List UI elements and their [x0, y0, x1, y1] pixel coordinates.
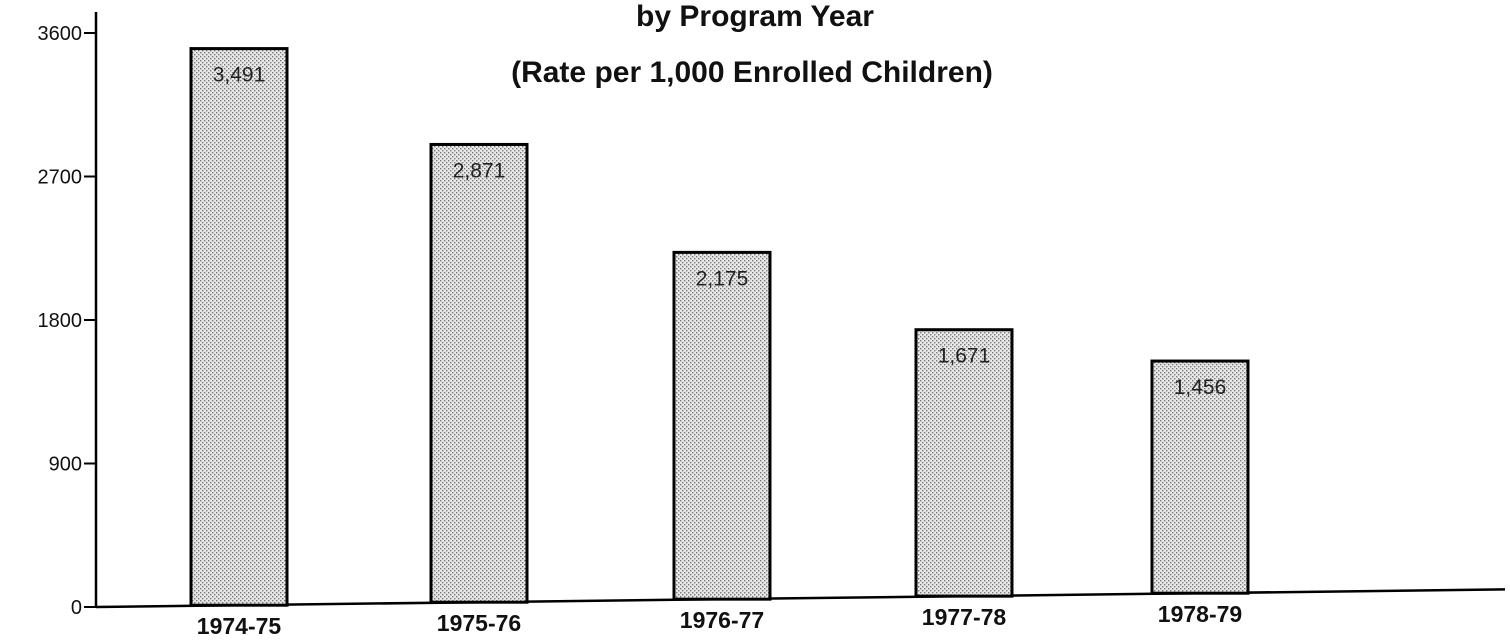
bar-1977-78: [914, 328, 1014, 598]
y-tick-label: 900: [49, 454, 82, 476]
bar-value-label: 2,175: [696, 267, 749, 290]
bar-value-label: 3,491: [213, 64, 266, 87]
bars: 3,491 1974-75 2,871 1975-76 2,175 1976-77 1,67…: [189, 47, 1250, 639]
x-category-label: 1978-79: [1158, 601, 1242, 627]
axes: 0 900 1800 2700 3600: [38, 12, 1506, 619]
x-category-label: 1975-76: [437, 610, 521, 636]
y-tick-label: 2700: [38, 167, 83, 189]
x-category-label: 1974-75: [197, 613, 282, 639]
x-axis-line: [95, 588, 1506, 609]
x-category-label: 1976-77: [680, 607, 764, 633]
bar-value-label: 2,871: [453, 159, 506, 182]
y-tick-label: 3600: [38, 23, 83, 45]
bar-1975-76: [429, 142, 529, 604]
bar-1976-77: [672, 250, 772, 601]
bar-1974-75: [189, 47, 289, 607]
x-category-label: 1977-78: [922, 604, 1007, 630]
y-tick-label: 1800: [38, 310, 83, 332]
bar-value-label: 1,456: [1174, 376, 1227, 399]
y-tick-label: 0: [71, 597, 82, 619]
bar-1978-79: [1150, 359, 1250, 595]
chart-subtitle: (Rate per 1,000 Enrolled Children): [511, 56, 993, 89]
bar-value-label: 1,671: [938, 345, 991, 368]
chart-title: by Program Year: [636, 0, 874, 33]
